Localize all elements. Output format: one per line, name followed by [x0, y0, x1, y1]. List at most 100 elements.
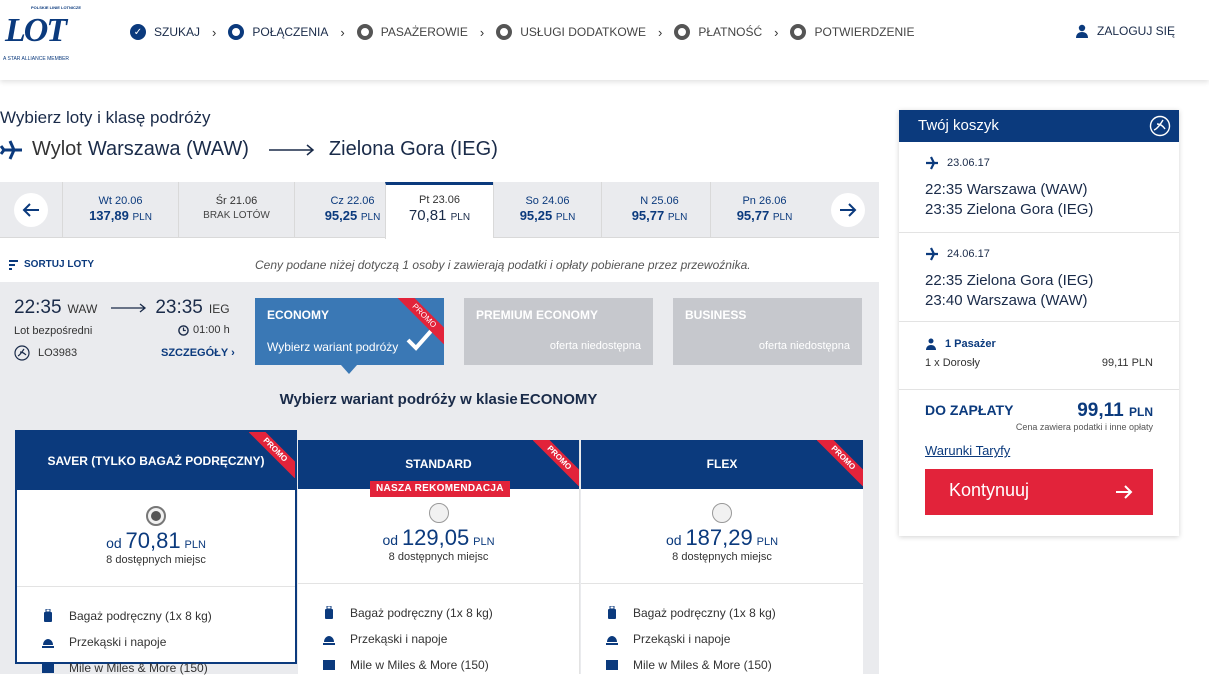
login-link[interactable]: ZALOGUJ SIĘ — [1075, 24, 1175, 38]
plane-icon — [926, 156, 938, 170]
feature-item: Mile w Miles & More (150) — [322, 652, 579, 678]
feature-item: Przekąski i napoje — [605, 626, 863, 652]
dep-code: WAW — [67, 302, 98, 316]
date-day: N 25.06 — [640, 195, 679, 207]
step-label: PŁATNOŚĆ — [698, 25, 763, 39]
class-premium-economy: PREMIUM ECONOMY oferta niedostępna — [464, 298, 653, 365]
chevron-right-icon: › — [479, 24, 485, 40]
variant-standard[interactable]: STANDARD PROMO NASZA REKOMENDACJA od 129,0… — [298, 440, 580, 674]
variant-features: Bagaż podręczny (1x 8 kg) Przekąski i na… — [581, 584, 863, 678]
lot-crane-icon — [14, 345, 30, 361]
passenger-icon — [926, 338, 936, 350]
date-tab[interactable]: Cz 22.06 95,25 PLN — [294, 182, 410, 238]
check-icon: ✓ — [130, 24, 146, 40]
date-tab-active[interactable]: Pt 23.06 70,81 PLN — [385, 182, 493, 239]
sort-label: SORTUJ LOTY — [24, 259, 95, 270]
promo-ribbon: PROMO — [398, 298, 444, 344]
date-day: Cz 22.06 — [330, 195, 375, 207]
variant-features: Bagaż podręczny (1x 8 kg) Przekąski i na… — [298, 584, 579, 678]
pending-step-icon — [356, 24, 373, 40]
segment-departure: 22:35 Warszawa (WAW) — [925, 181, 1088, 198]
step-szukaj[interactable]: ✓ SZUKAJ — [130, 24, 200, 40]
luggage-icon — [608, 606, 616, 619]
current-step-icon — [228, 24, 245, 40]
variant-flex[interactable]: FLEX PROMO od 187,29 PLN 8 dostępnych mie… — [581, 440, 863, 674]
arrow-right-icon — [840, 203, 857, 217]
date-tab[interactable]: So 24.06 95,25 PLN — [493, 182, 601, 238]
plane-icon — [926, 247, 938, 261]
divider — [298, 583, 579, 584]
date-price: 95,77 PLN — [631, 208, 688, 223]
sort-flights-button[interactable]: SORTUJ LOTY — [9, 259, 94, 270]
flight-duration: 01:00 h — [178, 324, 230, 336]
date-tab[interactable]: N 25.06 95,77 PLN — [601, 182, 717, 238]
feature-item: Bagaż podręczny (1x 8 kg) — [322, 600, 579, 626]
promo-ribbon: PROMO — [817, 440, 863, 486]
cart-title: Twój koszyk — [918, 117, 999, 134]
date-day: Pt 23.06 — [419, 194, 460, 206]
class-economy[interactable]: ECONOMY Wybierz wariant podróży PROMO — [255, 298, 444, 374]
pending-step-icon — [674, 24, 691, 40]
class-name: PREMIUM ECONOMY — [476, 308, 599, 322]
segment-departure: 22:35 Zielona Gora (IEG) — [925, 272, 1094, 289]
variant-seats: 8 dostępnych miejsc — [672, 551, 772, 563]
arr-time: 23:35 — [155, 297, 203, 318]
chevron-right-icon: › — [774, 24, 779, 40]
price-note: Ceny podane niżej dotyczą 1 osoby i zawi… — [255, 258, 751, 272]
date-tab[interactable]: Pn 26.06 95,77 PLN — [710, 182, 818, 238]
pending-step-icon — [496, 24, 513, 40]
segment-date: 24.06.17 — [925, 247, 1153, 261]
date-price: 137,89 PLN — [89, 208, 152, 223]
login-label: ZALOGUJ SIĘ — [1097, 24, 1176, 38]
variant-price: od 129,05 PLN — [382, 525, 495, 550]
tariff-link[interactable]: Warunki Taryfy — [925, 443, 1011, 458]
luggage-icon — [325, 606, 333, 619]
step-polaczenia: POŁĄCZENIA — [228, 24, 328, 40]
variant-saver[interactable]: SAVER (TYLKO BAGAŻ PODRĘCZNY) PROMO od 70… — [15, 430, 297, 675]
segment-date: 23.06.17 — [925, 156, 1153, 170]
flight-details-link[interactable]: SZCZEGÓŁY › — [161, 347, 235, 359]
lot-crane-icon — [1149, 115, 1171, 137]
feature-item: Bagaż podręczny (1x 8 kg) — [41, 603, 295, 629]
luggage-icon — [44, 609, 52, 622]
variant-radio[interactable] — [146, 506, 166, 526]
lot-logo[interactable]: POLSKIE LINIE LOTNICZE LOT A STAR ALLIAN… — [3, 4, 83, 62]
variant-title: Wybierz wariant podróży w klasie ECONOMY — [279, 391, 598, 408]
booking-steps: ✓ SZUKAJ › POŁĄCZENIA › PASAŻEROWIE › USŁ… — [130, 24, 915, 40]
route-label: Wylot — [32, 138, 82, 160]
date-tab[interactable]: Wt 20.06 137,89 PLN — [62, 182, 178, 238]
variant-seats: 8 dostępnych miejsc — [388, 551, 489, 563]
date-day: Śr 21.06 — [215, 195, 258, 207]
recommendation-badge: NASZA REKOMENDACJA — [370, 481, 510, 497]
variant-price: od 70,81 PLN — [106, 528, 206, 553]
class-sub: oferta niedostępna — [549, 340, 641, 352]
total-amount: 99,11 PLN — [1077, 400, 1153, 421]
passenger-count: 1 Pasażer — [925, 338, 1153, 350]
step-label: POTWIERDZENIE — [814, 25, 915, 39]
passenger-line: 1 x Dorosły 99,11 PLN — [925, 357, 1153, 369]
date-price: 95,25 PLN — [519, 208, 576, 223]
date-day: Wt 20.06 — [98, 195, 143, 207]
step-label: POŁĄCZENIA — [252, 25, 329, 39]
step-label: SZUKAJ — [154, 25, 201, 39]
meal-icon — [323, 636, 335, 645]
prev-dates-button[interactable] — [14, 193, 48, 227]
step-uslugi: USŁUGI DODATKOWE — [496, 24, 646, 40]
chevron-right-icon: › — [340, 24, 345, 40]
meal-icon — [606, 636, 618, 645]
pending-step-icon — [790, 24, 807, 40]
feature-item: Mile w Miles & More (150) — [41, 655, 295, 681]
flight-number: LO3983 — [14, 345, 77, 361]
class-sub: Wybierz wariant podróży — [267, 340, 399, 354]
user-icon — [1076, 24, 1088, 38]
variant-name: SAVER (TYLKO BAGAŻ PODRĘCZNY) PROMO — [17, 432, 295, 490]
variant-radio[interactable] — [428, 503, 449, 523]
variant-name: FLEX PROMO — [581, 440, 863, 489]
next-dates-button[interactable] — [831, 193, 865, 227]
arrow-left-icon — [22, 203, 39, 217]
continue-button[interactable]: Kontynuuj — [925, 469, 1153, 515]
variant-radio[interactable] — [712, 503, 732, 523]
arr-code: IEG — [208, 302, 230, 316]
total-label: DO ZAPŁATY — [925, 402, 1014, 418]
logo-alliance: A STAR ALLIANCE MEMBER — [3, 56, 70, 62]
